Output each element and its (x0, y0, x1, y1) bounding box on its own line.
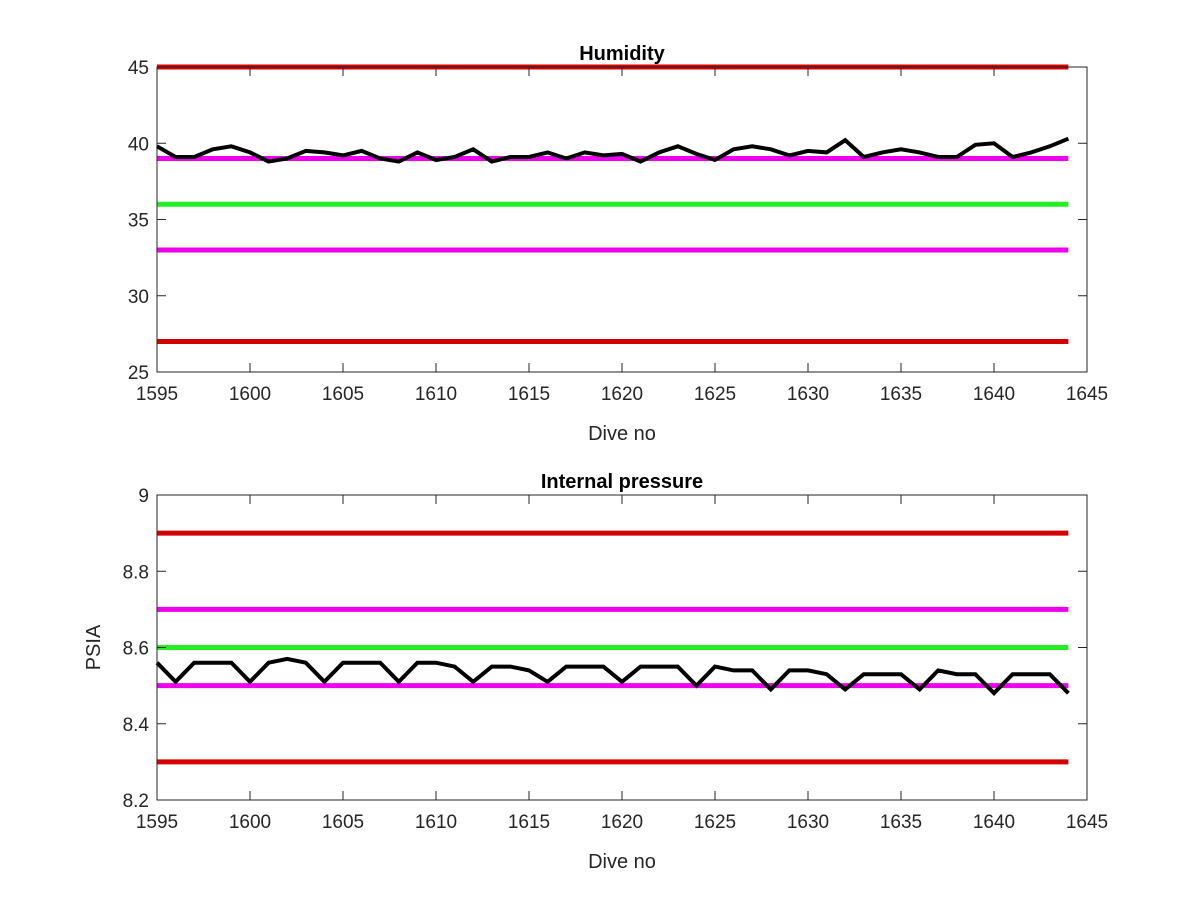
x-tick-label-5: 1620 (601, 812, 643, 833)
x-tick-label-1: 1600 (229, 384, 271, 405)
y-tick-label-4: 9 (138, 486, 149, 507)
plot-area (157, 67, 1087, 372)
x-axis-label: Dive no (588, 423, 656, 445)
humidity-panel: 1595 1600 1605 1610 1615 1620 1625 1630 1635 1640… (128, 43, 1108, 445)
x-tick-label-10: 1645 (1066, 384, 1108, 405)
series-line-0 (155, 656, 1070, 697)
x-tick-label-3: 1610 (415, 384, 457, 405)
x-axis-label: Dive no (588, 851, 656, 873)
x-tick-label-0: 1595 (136, 812, 178, 833)
y-tick-label-4: 45 (128, 58, 149, 79)
x-tick-label-1: 1600 (229, 812, 271, 833)
y-axis-label: PSIA (83, 624, 105, 670)
x-tick-label-2: 1605 (322, 812, 364, 833)
x-tick-label-3: 1610 (415, 812, 457, 833)
x-tick-label-8: 1635 (880, 384, 922, 405)
y-tick-label-2: 8.6 (123, 639, 149, 660)
x-tick-label-8: 1635 (880, 812, 922, 833)
x-tick-label-5: 1620 (601, 384, 643, 405)
y-tick-label-3: 8.8 (123, 562, 149, 583)
x-tick-label-7: 1630 (787, 812, 829, 833)
chart-title: Internal pressure (541, 471, 703, 493)
x-tick-label-9: 1640 (973, 812, 1015, 833)
y-tick-label-2: 35 (128, 211, 149, 232)
series-line-0 (156, 136, 1070, 164)
y-tick-label-0: 25 (128, 363, 149, 384)
x-tick-label-4: 1615 (508, 812, 550, 833)
internal-pressure-panel: 1595 1600 1605 1610 1615 1620 1625 1630 1635 1640… (83, 471, 1108, 873)
y-tick-label-3: 40 (128, 134, 149, 155)
y-tick-label-1: 30 (128, 287, 149, 308)
x-tick-label-7: 1630 (787, 384, 829, 405)
y-tick-label-1: 8.4 (123, 715, 150, 736)
chart-title: Humidity (579, 43, 665, 65)
x-tick-label-6: 1625 (694, 384, 736, 405)
y-tick-label-0: 8.2 (123, 791, 149, 812)
x-tick-label-9: 1640 (973, 384, 1015, 405)
x-tick-label-2: 1605 (322, 384, 364, 405)
x-tick-label-10: 1645 (1066, 812, 1108, 833)
x-tick-label-4: 1615 (508, 384, 550, 405)
x-tick-label-6: 1625 (694, 812, 736, 833)
x-tick-label-0: 1595 (136, 384, 178, 405)
